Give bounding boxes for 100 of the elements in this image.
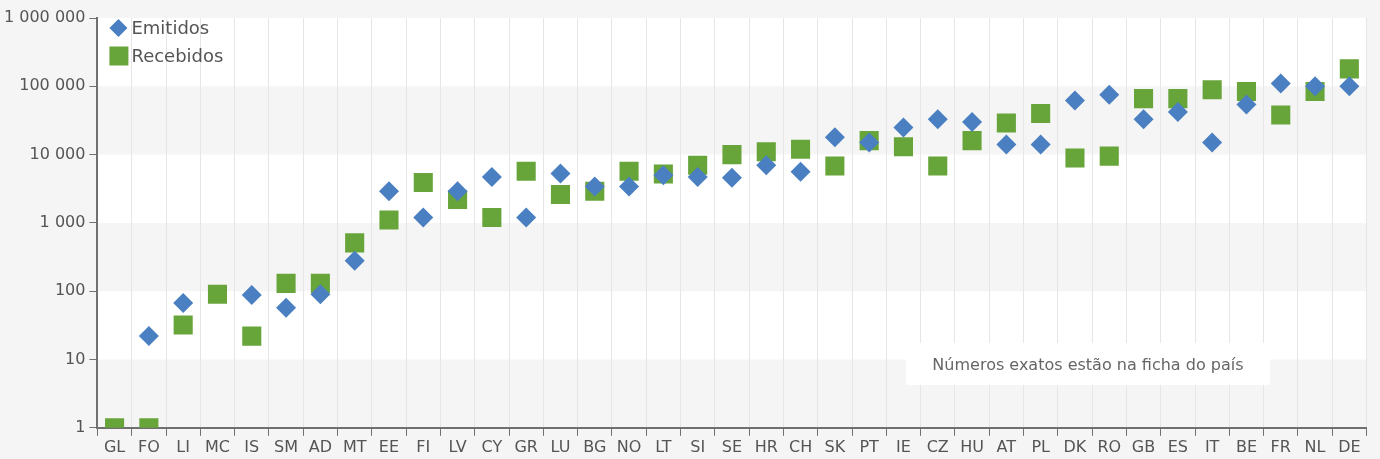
x-tick-label: BG bbox=[583, 436, 607, 456]
x-tick-label: RO bbox=[1097, 436, 1122, 456]
x-tick-label: LI bbox=[176, 436, 190, 456]
point bbox=[824, 127, 845, 148]
point bbox=[619, 176, 640, 197]
x-tick-label: SE bbox=[721, 436, 743, 456]
legend-label: Emitidos bbox=[131, 16, 210, 38]
point bbox=[207, 284, 228, 304]
point bbox=[722, 145, 742, 165]
point bbox=[928, 156, 948, 176]
y-tick-label: 10 bbox=[65, 348, 86, 368]
x-tick-label: IS bbox=[244, 436, 260, 456]
x-tick-label: LT bbox=[655, 436, 672, 456]
point bbox=[138, 326, 159, 347]
x-tick-label: DE bbox=[1338, 436, 1361, 456]
point bbox=[1202, 132, 1223, 153]
x-tick-label: MT bbox=[342, 436, 367, 456]
point bbox=[1134, 89, 1154, 109]
point bbox=[242, 326, 262, 346]
note-box: Números exatos estão na ficha do país bbox=[906, 342, 1270, 385]
point bbox=[825, 156, 845, 176]
point bbox=[1339, 76, 1360, 97]
point bbox=[1202, 80, 1222, 100]
point bbox=[550, 185, 571, 205]
x-tick-label: CY bbox=[481, 436, 503, 456]
x-tick-label: BE bbox=[1235, 436, 1257, 456]
x-tick-label: IT bbox=[1204, 436, 1220, 456]
x-tick-label: MC bbox=[204, 436, 230, 456]
y-tick-label: 100 000 bbox=[19, 75, 86, 95]
x-tick-label: LU bbox=[550, 436, 571, 456]
y-tick-label: 1 bbox=[75, 416, 86, 436]
point bbox=[516, 161, 536, 181]
point bbox=[584, 176, 605, 197]
x-tick-label: SI bbox=[690, 436, 706, 456]
x-tick-label: ES bbox=[1167, 436, 1188, 456]
x-tick-label: LV bbox=[448, 436, 467, 456]
point bbox=[996, 113, 1016, 133]
x-tick-label: GR bbox=[514, 436, 538, 456]
point bbox=[379, 210, 399, 230]
point bbox=[550, 163, 571, 184]
point bbox=[276, 297, 297, 318]
point bbox=[962, 131, 982, 151]
point bbox=[173, 293, 194, 314]
y-tick-label: 1 000 000 bbox=[3, 7, 86, 27]
point bbox=[1030, 134, 1051, 155]
x-tick-label: PL bbox=[1031, 436, 1051, 456]
point bbox=[996, 134, 1017, 155]
point bbox=[1064, 90, 1085, 111]
point bbox=[310, 284, 331, 305]
x-tick-label: SM bbox=[274, 436, 299, 456]
x-tick-label: IE bbox=[896, 436, 911, 456]
y-tick-label: 10 000 bbox=[29, 143, 86, 163]
x-tick-label: EE bbox=[378, 436, 400, 456]
x-tick-label: AD bbox=[308, 436, 333, 456]
point bbox=[516, 207, 537, 228]
point bbox=[481, 167, 502, 187]
point bbox=[1065, 148, 1085, 168]
x-tick-label: DK bbox=[1063, 436, 1087, 456]
x-tick-label: FO bbox=[137, 436, 160, 456]
point bbox=[1031, 103, 1051, 124]
point bbox=[721, 167, 742, 188]
point bbox=[447, 181, 468, 202]
point bbox=[1167, 102, 1188, 123]
point bbox=[413, 207, 434, 228]
point bbox=[173, 315, 193, 335]
point bbox=[962, 112, 983, 133]
legend-label: Recebidos bbox=[131, 44, 224, 66]
x-tick-label: CZ bbox=[926, 436, 949, 456]
point bbox=[1270, 73, 1291, 94]
x-tick-label: FR bbox=[1270, 436, 1291, 456]
point bbox=[1236, 94, 1257, 115]
x-tick-label: HR bbox=[754, 436, 778, 456]
x-tick-label: NO bbox=[616, 436, 642, 456]
x-tick-label: SK bbox=[824, 436, 846, 456]
point bbox=[619, 161, 639, 181]
point bbox=[378, 181, 399, 202]
point bbox=[927, 109, 948, 130]
x-tick-label: CH bbox=[788, 436, 813, 456]
x-tick-label: HU bbox=[960, 436, 984, 456]
x-tick-label: GL bbox=[103, 436, 126, 456]
point bbox=[482, 207, 502, 228]
x-tick-label: PT bbox=[859, 436, 880, 456]
y-tick-label: 100 bbox=[54, 280, 86, 300]
point bbox=[893, 117, 914, 138]
point bbox=[1133, 109, 1154, 130]
point bbox=[1339, 59, 1359, 79]
point bbox=[791, 139, 811, 159]
point bbox=[344, 250, 365, 271]
point bbox=[345, 233, 365, 253]
x-tick-label: GB bbox=[1131, 436, 1156, 456]
x-tick-label: NL bbox=[1304, 436, 1326, 456]
point bbox=[1271, 105, 1291, 125]
point bbox=[1305, 76, 1326, 97]
y-tick-label: 1 000 bbox=[39, 212, 86, 232]
point bbox=[687, 167, 708, 187]
point bbox=[1099, 84, 1120, 105]
point bbox=[241, 284, 262, 305]
point bbox=[1099, 146, 1119, 166]
point bbox=[790, 161, 811, 182]
point bbox=[893, 137, 914, 157]
